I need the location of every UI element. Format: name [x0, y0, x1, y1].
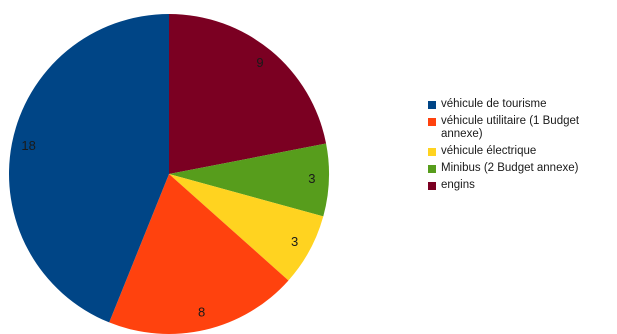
legend-label: Minibus (2 Budget annexe) — [441, 162, 579, 174]
chart-legend: véhicule de tourisme véhicule utilitaire … — [428, 98, 617, 196]
legend-swatch — [428, 118, 436, 126]
slice-value-label-1: 3 — [308, 171, 315, 186]
legend-item-2: véhicule électrique — [428, 145, 617, 158]
slice-value-label-2: 3 — [291, 234, 298, 249]
pie-slice-0 — [169, 14, 327, 174]
legend-swatch — [428, 148, 436, 156]
legend-swatch — [428, 182, 436, 190]
legend-label: véhicule électrique — [441, 145, 537, 157]
legend-label: véhicule utilitaire (1 Budget annexe) — [441, 115, 580, 140]
legend-item-0: véhicule de tourisme — [428, 98, 617, 111]
slice-value-label-3: 8 — [198, 305, 205, 320]
pie-plot: 9 3 3 8 18 — [8, 14, 330, 334]
pie-slice-4 — [8, 14, 170, 323]
legend-swatch — [428, 165, 436, 173]
pie-slice-2 — [169, 174, 324, 281]
slice-value-label-0: 9 — [256, 55, 263, 70]
pie-slice-1 — [169, 143, 330, 217]
slice-value-label-4: 18 — [21, 138, 35, 153]
legend-item-4: engins — [428, 179, 617, 192]
legend-item-3: Minibus (2 Budget annexe) — [428, 162, 617, 175]
legend-item-1: véhicule utilitaire (1 Budget annexe) — [428, 115, 617, 141]
legend-label: engins — [441, 179, 475, 191]
legend-label: véhicule de tourisme — [441, 98, 547, 110]
pie-slice-3 — [109, 174, 289, 334]
legend-swatch — [428, 101, 436, 109]
